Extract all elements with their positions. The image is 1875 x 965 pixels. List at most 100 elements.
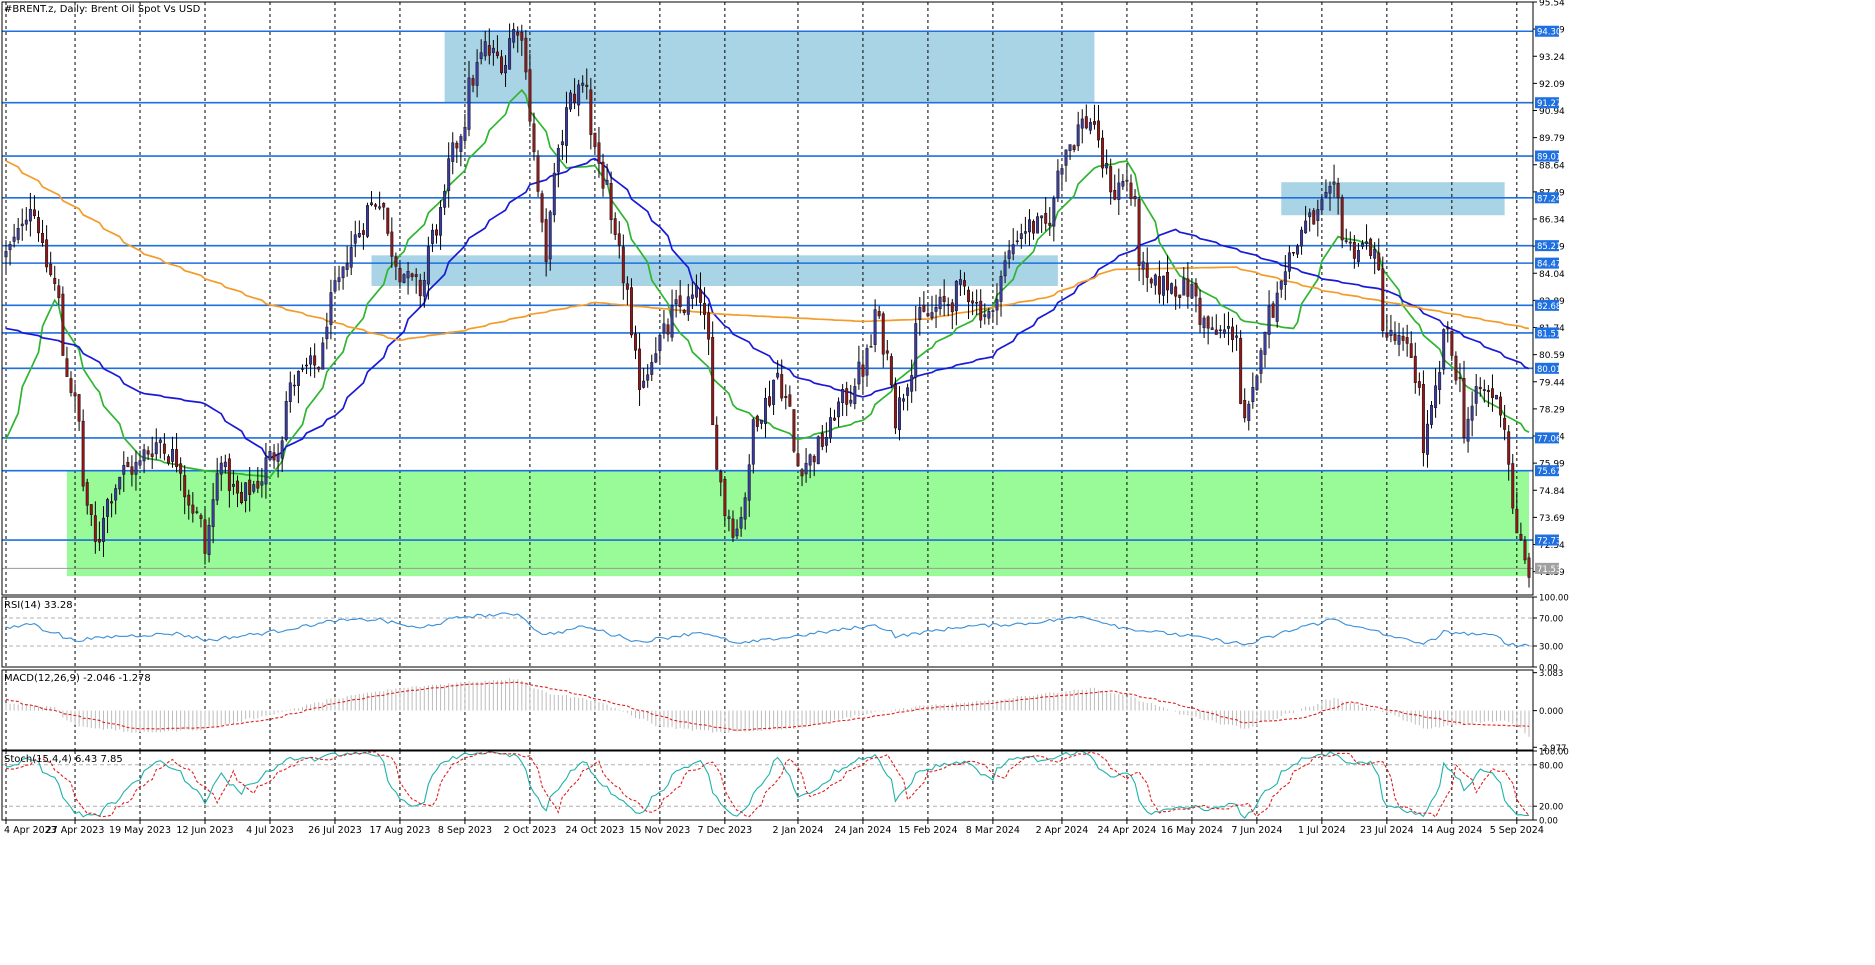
- time-tick-label: 7 Dec 2023: [698, 825, 753, 836]
- level-tag-label-75.67: 75.67: [1537, 467, 1561, 477]
- candle-body: [1507, 431, 1511, 465]
- time-tick-label: 8 Mar 2024: [966, 825, 1020, 836]
- candle-body: [1255, 375, 1259, 391]
- candle-body: [1178, 294, 1182, 298]
- candle-body: [191, 504, 195, 514]
- candle-body: [341, 266, 345, 279]
- candle-body: [1080, 118, 1084, 129]
- candle-body: [1352, 241, 1356, 259]
- price-tick-label: 74.84: [1539, 487, 1565, 497]
- pane-frames: [1, 1, 1534, 821]
- candle-body: [1015, 240, 1019, 243]
- candle-body: [317, 366, 321, 370]
- rsi-pane[interactable]: 100.00 70.00 30.00 0.00 RSI(14) 33.28: [2, 594, 1569, 674]
- candle-body: [114, 488, 118, 501]
- current-price-tag: [1535, 562, 1559, 574]
- candle-body: [1499, 396, 1503, 416]
- candle-body: [642, 380, 646, 388]
- time-tick-label: 2 Oct 2023: [504, 825, 557, 836]
- candle-body: [918, 307, 922, 320]
- candle-body: [158, 439, 162, 443]
- level-tag-85.21: [1535, 240, 1559, 252]
- candle-body: [1320, 199, 1324, 211]
- candle-body: [556, 147, 560, 173]
- level-tag-label-80.01: 80.01: [1537, 365, 1561, 375]
- candle-body: [1052, 198, 1056, 227]
- candle-body: [1076, 124, 1080, 147]
- price-pane[interactable]: 95.5494.3993.2492.0990.9489.7988.6487.49…: [2, 0, 1565, 595]
- candle-body: [1068, 144, 1072, 151]
- candle-body: [333, 280, 337, 292]
- time-tick-label: 7 Jun 2024: [1231, 825, 1282, 836]
- candle-body: [1462, 378, 1466, 438]
- candle-body: [106, 499, 109, 517]
- candle-body: [914, 323, 918, 378]
- candle-body: [491, 47, 495, 53]
- level-tag-80.01: [1535, 362, 1559, 374]
- candle-body: [455, 142, 459, 149]
- candle-body: [361, 230, 365, 235]
- candle-body: [252, 484, 256, 492]
- candle-body: [731, 518, 735, 538]
- candle-body: [1271, 303, 1275, 318]
- candle-body: [889, 356, 893, 386]
- indicator-tick-label: 100.00: [1539, 748, 1569, 758]
- candle-body: [881, 313, 885, 355]
- main-chart-title: #BRENT.z, Daily: Brent Oil Spot Vs USD: [4, 4, 201, 15]
- candle-body: [1182, 277, 1186, 296]
- candle-body: [1263, 332, 1267, 355]
- indicator-tick-label: 3.083: [1539, 669, 1563, 679]
- candle-body: [166, 456, 170, 464]
- stoch-pane[interactable]: 100.00 80.00 20.00 0.00 Stoch(15,4,4) 6.43 …: [2, 748, 1569, 827]
- candle-body: [1117, 182, 1121, 200]
- candle-body: [841, 388, 845, 403]
- candle-body: [1174, 286, 1178, 297]
- candle-body: [934, 307, 938, 312]
- level-tag-91.27: [1535, 97, 1559, 109]
- candle-body: [12, 236, 16, 242]
- price-tick-label: 90.94: [1539, 107, 1565, 117]
- candle-body: [930, 312, 934, 318]
- candle-body: [560, 141, 564, 146]
- candle-body: [272, 452, 276, 461]
- candle-body: [784, 396, 788, 399]
- candle-body: [1393, 334, 1397, 341]
- candle-body: [764, 397, 767, 424]
- stoch-grid: [2, 751, 1533, 820]
- candle-body: [244, 482, 248, 501]
- indicator-tick-label: 100.00: [1539, 594, 1569, 604]
- candle-body: [1478, 386, 1482, 390]
- candle-body: [179, 463, 183, 474]
- candle-body: [1218, 329, 1222, 332]
- candle-body: [378, 206, 382, 209]
- macd-pane[interactable]: 3.083 0.000 -2.977 MACD(12,26,9) -2.046 -1…: [4, 669, 1566, 754]
- candle-body: [1454, 355, 1458, 381]
- candle-body: [146, 450, 150, 455]
- candle-body: [443, 190, 447, 208]
- candle-body: [548, 211, 552, 260]
- candle-body: [1426, 423, 1429, 455]
- candle-body: [483, 41, 487, 57]
- candle-body: [950, 302, 954, 313]
- candle-body: [751, 419, 755, 465]
- candle-body: [812, 456, 816, 463]
- candle-body: [1251, 387, 1255, 403]
- candle-body: [1344, 240, 1348, 242]
- candle-body: [967, 289, 970, 303]
- candle-body: [118, 476, 122, 490]
- rsi-grid: [2, 597, 1533, 667]
- candle-body: [792, 409, 796, 452]
- candle-body: [536, 155, 540, 192]
- candle-body: [276, 454, 280, 462]
- candle-body: [1214, 329, 1218, 335]
- candle-body: [1470, 405, 1474, 421]
- candle-body: [203, 519, 207, 554]
- candle-body: [1133, 196, 1137, 200]
- time-tick-label: 23 Jul 2024: [1360, 825, 1414, 836]
- stoch-main-line: [5, 750, 1529, 819]
- candle-body: [150, 453, 154, 457]
- candle-body: [715, 424, 719, 470]
- candle-body: [1040, 215, 1044, 219]
- candle-body: [938, 296, 942, 309]
